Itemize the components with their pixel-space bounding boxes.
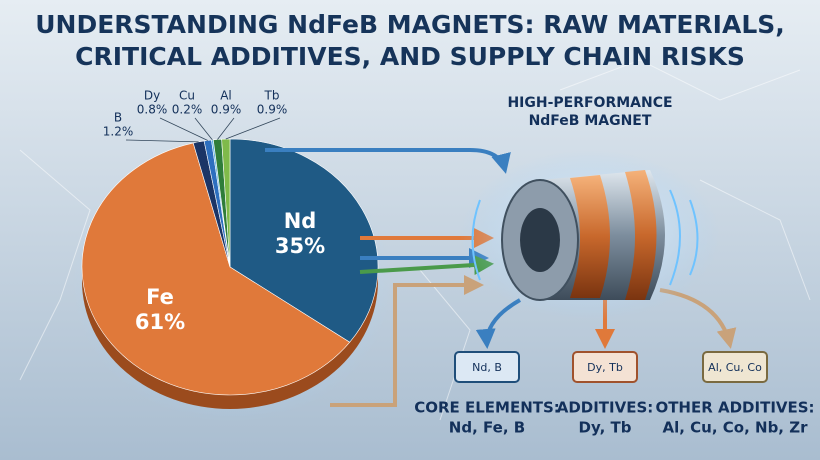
leader-line [125,139,199,143]
slice-label: Dy [144,89,160,103]
additive-groups: Nd, B CORE ELEMENTS: Nd, Fe, B Dy, Tb ADDITI… [414,351,815,437]
network-decor [19,59,811,421]
leader-line [225,117,281,140]
slice-label: Cu [179,89,195,103]
bin [454,351,520,383]
slice-label: Al [220,89,232,103]
slice-value: 35% [275,234,325,258]
slice-label: Tb [264,89,280,103]
pie-slice [221,138,231,268]
title-line: CRITICAL ADDITIVES, AND SUPPLY CHAIN RIS… [75,42,745,71]
group-items: Nd, Fe, B [449,419,525,437]
slice-label: B [114,111,122,125]
leader-line [159,117,208,141]
group-heading: OTHER ADDITIVES: [655,399,814,417]
slice-value: 0.9% [211,103,242,117]
title: UNDERSTANDING NdFeB MAGNETS: RAW MATERIA… [35,10,785,71]
pie-slice [229,138,379,343]
bin-label: Nd, B [472,361,502,374]
group-heading: ADDITIVES: [557,399,654,417]
slice-value: 1.2% [103,125,134,139]
slice-value: 0.2% [172,103,203,117]
magnet-label: NdFeB MAGNET [529,113,652,129]
bin [572,351,638,383]
slice-value: 61% [135,310,185,334]
group-items: Al, Cu, Co, Nb, Zr [663,419,809,437]
title-line: UNDERSTANDING NdFeB MAGNETS: RAW MATERIA… [35,10,785,39]
slice-value: 0.9% [257,103,288,117]
group-items: Dy, Tb [579,419,632,437]
slice-label: Fe [146,285,174,309]
magnet: HIGH-PERFORMANCE NdFeB MAGNET [460,95,720,320]
bin [702,351,768,383]
magnet-label: HIGH-PERFORMANCE [507,95,672,111]
slice-value: 0.8% [137,103,168,117]
bin-label: Al, Cu, Co [708,361,762,374]
group-heading: CORE ELEMENTS: [414,399,560,417]
slice-label: Nd [284,209,317,233]
leader-line [217,117,235,140]
leader-line [194,117,213,141]
bin-label: Dy, Tb [587,361,623,374]
pie-slice [81,142,351,396]
